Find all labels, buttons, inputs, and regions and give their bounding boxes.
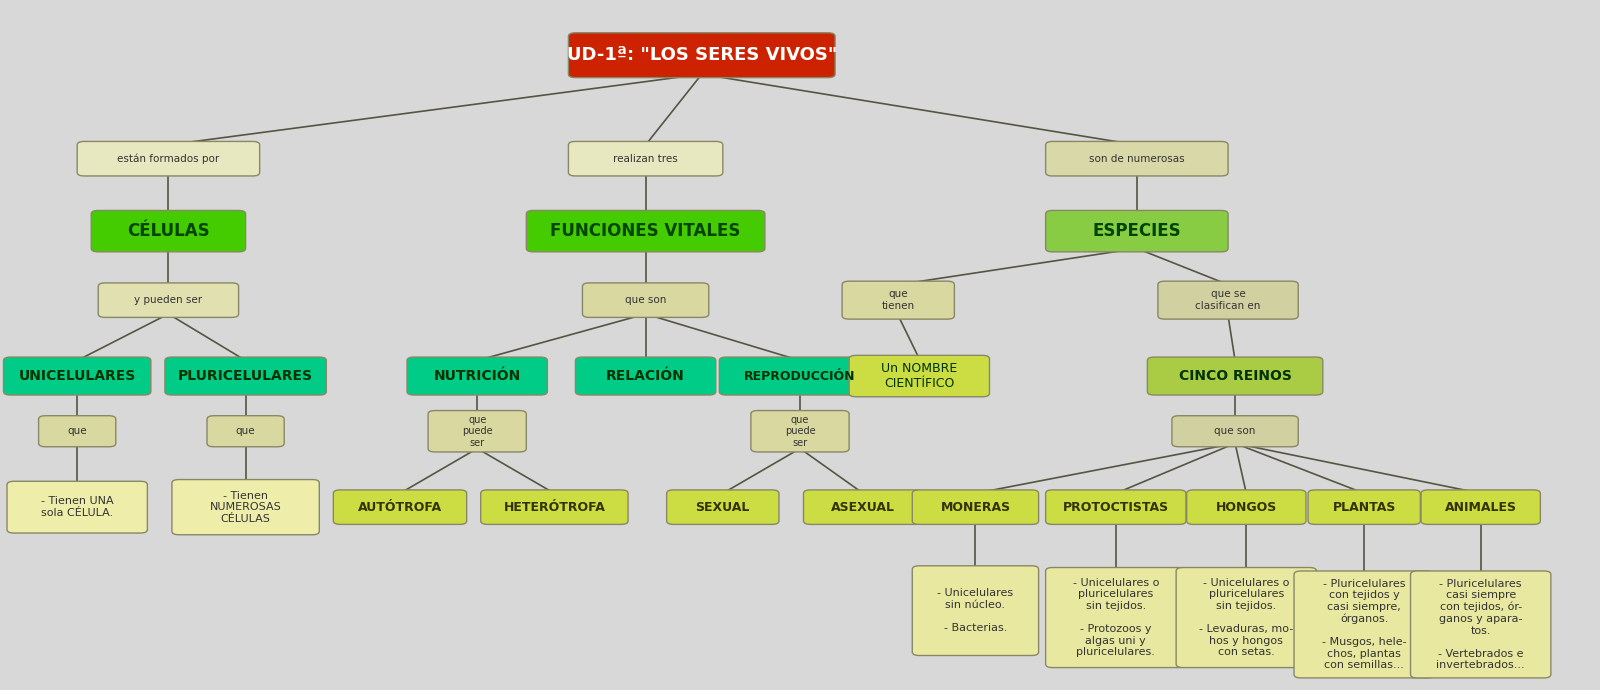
Text: que: que bbox=[67, 426, 86, 436]
Text: REPRODUCCIÓN: REPRODUCCIÓN bbox=[744, 370, 856, 382]
Text: ESPECIES: ESPECIES bbox=[1093, 222, 1181, 240]
FancyBboxPatch shape bbox=[576, 357, 715, 395]
Text: RELACIÓN: RELACIÓN bbox=[606, 369, 685, 383]
Text: HONGOS: HONGOS bbox=[1216, 501, 1277, 513]
FancyBboxPatch shape bbox=[77, 141, 259, 176]
FancyBboxPatch shape bbox=[1147, 357, 1323, 395]
Text: que
tienen: que tienen bbox=[882, 289, 915, 311]
Text: son de numerosas: son de numerosas bbox=[1090, 154, 1184, 164]
FancyBboxPatch shape bbox=[1309, 490, 1421, 524]
FancyBboxPatch shape bbox=[912, 490, 1038, 524]
Text: que
puede
ser: que puede ser bbox=[462, 415, 493, 448]
Text: - Unicelulares
sin núcleo.

- Bacterias.: - Unicelulares sin núcleo. - Bacterias. bbox=[938, 589, 1013, 633]
FancyBboxPatch shape bbox=[912, 566, 1038, 656]
FancyBboxPatch shape bbox=[3, 357, 150, 395]
Text: están formados por: están formados por bbox=[117, 153, 219, 164]
Text: que: que bbox=[235, 426, 256, 436]
Text: UNICELULARES: UNICELULARES bbox=[19, 369, 136, 383]
FancyBboxPatch shape bbox=[91, 210, 246, 252]
FancyBboxPatch shape bbox=[98, 283, 238, 317]
FancyBboxPatch shape bbox=[1187, 490, 1306, 524]
FancyBboxPatch shape bbox=[1171, 415, 1298, 447]
Text: - Unicelulares o
pluricelulares
sin tejidos.

- Protozoos y
algas uni y
pluricel: - Unicelulares o pluricelulares sin teji… bbox=[1072, 578, 1158, 658]
FancyBboxPatch shape bbox=[803, 490, 923, 524]
FancyBboxPatch shape bbox=[171, 480, 320, 535]
Text: y pueden ser: y pueden ser bbox=[134, 295, 203, 305]
Text: SEXUAL: SEXUAL bbox=[696, 501, 750, 513]
FancyBboxPatch shape bbox=[1158, 282, 1298, 319]
FancyBboxPatch shape bbox=[1046, 490, 1186, 524]
Text: que
puede
ser: que puede ser bbox=[784, 415, 816, 448]
FancyBboxPatch shape bbox=[1421, 490, 1541, 524]
Text: UD-1ª: "LOS SERES VIVOS": UD-1ª: "LOS SERES VIVOS" bbox=[566, 46, 837, 64]
FancyBboxPatch shape bbox=[1411, 571, 1550, 678]
FancyBboxPatch shape bbox=[1046, 210, 1229, 252]
Text: CÉLULAS: CÉLULAS bbox=[126, 222, 210, 240]
Text: que se
clasifican en: que se clasifican en bbox=[1195, 289, 1261, 311]
FancyBboxPatch shape bbox=[667, 490, 779, 524]
Text: - Unicelulares o
pluricelulares
sin tejidos.

- Levaduras, mo-
hos y hongos
con : - Unicelulares o pluricelulares sin teji… bbox=[1198, 578, 1293, 658]
FancyBboxPatch shape bbox=[406, 357, 547, 395]
FancyBboxPatch shape bbox=[1294, 571, 1434, 678]
FancyBboxPatch shape bbox=[6, 482, 147, 533]
FancyBboxPatch shape bbox=[1046, 567, 1186, 668]
FancyBboxPatch shape bbox=[429, 411, 526, 452]
FancyBboxPatch shape bbox=[842, 282, 954, 319]
FancyBboxPatch shape bbox=[1176, 567, 1317, 668]
FancyBboxPatch shape bbox=[1046, 141, 1229, 176]
Text: NUTRICIÓN: NUTRICIÓN bbox=[434, 369, 522, 383]
FancyBboxPatch shape bbox=[720, 357, 880, 395]
Text: - Pluricelulares
con tejidos y
casi siempre,
órganos.

- Musgos, hele-
chos, pla: - Pluricelulares con tejidos y casi siem… bbox=[1322, 578, 1406, 671]
FancyBboxPatch shape bbox=[568, 141, 723, 176]
Text: Un NOMBRE
CIENTÍFICO: Un NOMBRE CIENTÍFICO bbox=[882, 362, 957, 390]
FancyBboxPatch shape bbox=[526, 210, 765, 252]
Text: - Pluricelulares
casi siempre
con tejidos, ór-
ganos y apara-
tos.

- Vertebrado: - Pluricelulares casi siempre con tejido… bbox=[1437, 578, 1525, 671]
Text: PLANTAS: PLANTAS bbox=[1333, 501, 1395, 513]
FancyBboxPatch shape bbox=[206, 415, 285, 447]
Text: - Tienen
NUMEROSAS
CÉLULAS: - Tienen NUMEROSAS CÉLULAS bbox=[210, 491, 282, 524]
Text: ANIMALES: ANIMALES bbox=[1445, 501, 1517, 513]
FancyBboxPatch shape bbox=[582, 283, 709, 317]
Text: - Tienen UNA
sola CÉLULA.: - Tienen UNA sola CÉLULA. bbox=[42, 496, 114, 518]
Text: HETERÓTROFA: HETERÓTROFA bbox=[504, 501, 605, 513]
FancyBboxPatch shape bbox=[850, 355, 989, 397]
Text: AUTÓTROFA: AUTÓTROFA bbox=[358, 501, 442, 513]
FancyBboxPatch shape bbox=[480, 490, 629, 524]
Text: PROTOCTISTAS: PROTOCTISTAS bbox=[1062, 501, 1170, 513]
FancyBboxPatch shape bbox=[750, 411, 850, 452]
FancyBboxPatch shape bbox=[38, 415, 115, 447]
FancyBboxPatch shape bbox=[165, 357, 326, 395]
Text: MONERAS: MONERAS bbox=[941, 501, 1011, 513]
Text: PLURICELULARES: PLURICELULARES bbox=[178, 369, 314, 383]
Text: ASEXUAL: ASEXUAL bbox=[830, 501, 894, 513]
FancyBboxPatch shape bbox=[333, 490, 467, 524]
Text: FUNCIONES VITALES: FUNCIONES VITALES bbox=[550, 222, 741, 240]
Text: que son: que son bbox=[1214, 426, 1256, 436]
FancyBboxPatch shape bbox=[568, 32, 835, 78]
Text: realizan tres: realizan tres bbox=[613, 154, 678, 164]
Text: CINCO REINOS: CINCO REINOS bbox=[1179, 369, 1291, 383]
Text: que son: que son bbox=[626, 295, 666, 305]
